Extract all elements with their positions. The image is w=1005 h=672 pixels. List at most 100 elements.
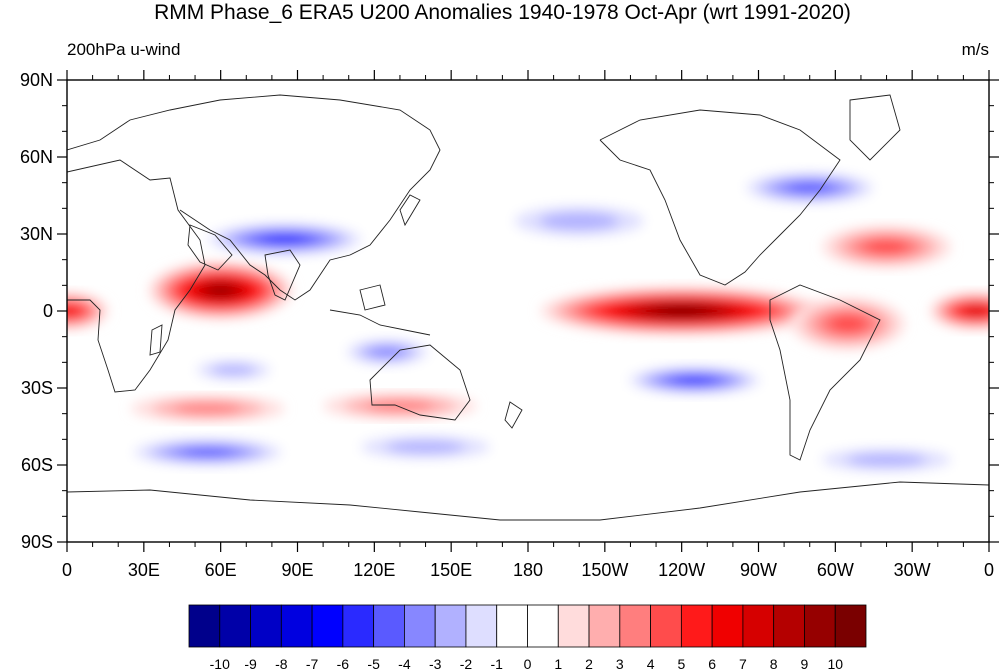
colorbar-box	[311, 604, 344, 648]
colorbar-label: 0	[524, 656, 532, 672]
lat-tick-label: 30S	[21, 378, 53, 398]
anomaly-contour	[385, 440, 466, 454]
coast-australia	[369, 344, 471, 421]
anomaly-indian-ocean-westerly	[148, 262, 293, 319]
lon-tick-label: 0	[984, 560, 994, 580]
colorbar-label: 9	[801, 656, 809, 672]
map-title: RMM Phase_6 ERA5 U200 Anomalies 1940-197…	[154, 1, 851, 24]
anomaly-southern-ocean-easterly-3	[796, 444, 977, 476]
colorbar-box	[280, 604, 313, 648]
anomaly-south-mid-westerly-2	[131, 395, 285, 422]
lon-tick-label: 150E	[430, 560, 472, 580]
colorbar-label: 2	[585, 656, 593, 672]
colorbar-box	[588, 604, 621, 648]
anomaly-north-pacific-easterly	[489, 200, 669, 242]
lat-tick-label: 60N	[20, 147, 53, 167]
colorbar-box	[680, 604, 713, 648]
colorbar-label: -8	[275, 656, 288, 672]
coast-japan	[399, 194, 421, 227]
colorbar-box	[557, 604, 590, 648]
colorbar-label: 8	[770, 656, 778, 672]
lon-tick-label: 60E	[205, 560, 237, 580]
colorbar-box	[834, 604, 867, 648]
coast-india	[264, 249, 301, 301]
coast-africa	[67, 159, 206, 393]
lon-tick-label: 90W	[740, 560, 777, 580]
coast-madagascar	[149, 324, 163, 356]
anomaly-north-america-westerly	[822, 226, 951, 268]
colorbar-label: 6	[708, 656, 716, 672]
anomaly-field	[67, 169, 989, 476]
coastlines	[67, 94, 989, 521]
anomaly-contour	[369, 346, 405, 358]
anomaly-north-america-easterly	[732, 169, 887, 206]
anomaly-australia-easterly	[335, 336, 439, 368]
colorbar-box	[527, 604, 559, 648]
colorbar-label: -2	[460, 656, 473, 672]
anomaly-contour	[182, 447, 234, 457]
anomaly-contour	[262, 234, 307, 244]
lat-tick-label: 90S	[21, 532, 53, 552]
coast-indonesia	[329, 309, 431, 336]
anomaly-contour	[208, 285, 233, 296]
colorbar-label: -7	[306, 656, 319, 672]
anomaly-contour	[675, 376, 714, 385]
colorbar-box	[465, 604, 498, 648]
colorbar-label: -10	[210, 656, 230, 672]
anomaly-asia-jet-easterly	[195, 221, 375, 258]
colorbar-label: -6	[337, 656, 350, 672]
colorbar-box	[619, 604, 651, 648]
colorbar-box	[773, 604, 805, 648]
colorbar-label: 4	[647, 656, 655, 672]
anomaly-south-america-westerly	[791, 298, 905, 350]
colorbar-label: -5	[367, 656, 380, 672]
colorbar-label: 10	[827, 656, 843, 672]
coast-eurasia	[67, 94, 441, 301]
lon-tick-label: 90E	[281, 560, 313, 580]
lon-tick-label: 30W	[894, 560, 931, 580]
anomaly-contour	[864, 239, 909, 254]
lat-tick-label: 30N	[20, 224, 53, 244]
anomaly-south-pacific-easterly	[617, 364, 772, 396]
anomaly-contour	[67, 306, 77, 316]
colorbar-label: -1	[491, 656, 504, 672]
anomaly-contour	[365, 400, 435, 412]
lon-tick-label: 30E	[128, 560, 160, 580]
anomaly-contour	[787, 182, 832, 193]
lat-tick-label: 0	[43, 301, 53, 321]
colorbar-label: -3	[429, 656, 442, 672]
colorbar-label: 5	[677, 656, 685, 672]
colorbar-box	[804, 604, 836, 648]
units-label: m/s	[961, 40, 989, 59]
anomaly-southern-ocean-easterly-2	[335, 431, 516, 463]
colorbar-box	[250, 604, 282, 648]
coast-newzealand	[504, 401, 523, 429]
lon-tick-label: 120E	[353, 560, 395, 580]
anomaly-east-pacific-westerly	[540, 287, 823, 335]
colorbar-label: 3	[616, 656, 624, 672]
anomaly-contour	[210, 364, 257, 376]
coast-greenland	[849, 94, 901, 161]
anomaly-contour	[828, 314, 868, 333]
lon-tick-label: 120W	[658, 560, 705, 580]
coast-antarctica	[67, 481, 989, 521]
coast-arabia	[187, 224, 233, 271]
variable-label: 200hPa u-wind	[67, 40, 181, 59]
anomaly-contour	[846, 453, 927, 467]
colorbar-box	[742, 604, 775, 648]
colorbar-label: 7	[739, 656, 747, 672]
lat-tick-label: 60S	[21, 455, 53, 475]
colorbar-box	[496, 604, 528, 648]
anomaly-indian-south-easterly	[182, 357, 285, 383]
coast-borneo	[359, 284, 386, 311]
colorbar-label: -4	[398, 656, 411, 672]
colorbar-box	[404, 604, 436, 648]
lon-tick-label: 150W	[581, 560, 628, 580]
colorbar-box	[342, 604, 375, 648]
anomaly-atlantic-equatorial-westerly	[930, 293, 989, 329]
colorbar: -10 -9 -8 -7 -6 -5 -4 -3 -2 -1 0 1 2 3 4 5 6 7 8 9 10	[188, 604, 867, 672]
anomaly-contour	[660, 307, 703, 315]
lon-tick-label: 60W	[817, 560, 854, 580]
colorbar-box	[650, 604, 682, 648]
